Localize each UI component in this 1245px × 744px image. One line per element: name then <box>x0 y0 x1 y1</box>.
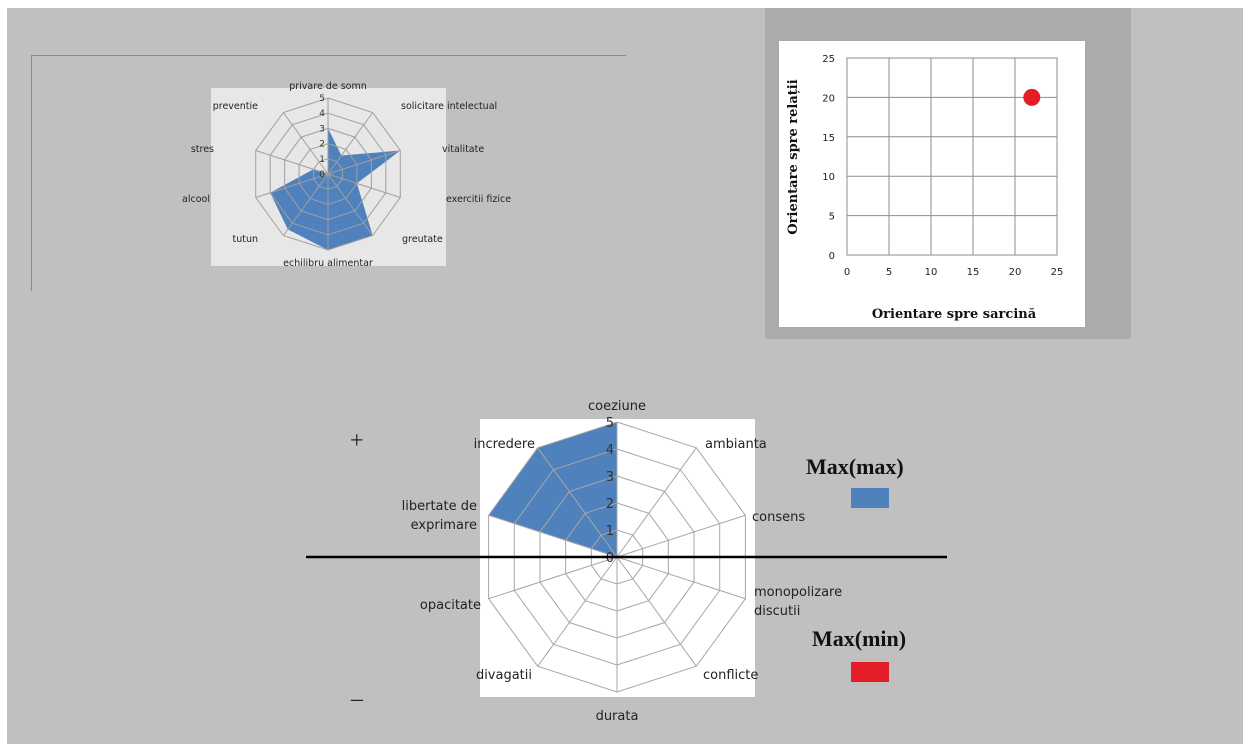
legend-min-label: Max(min) <box>812 626 907 651</box>
scatter-chart-plot-area <box>779 41 1085 327</box>
radar-chart-1-plot-area <box>211 88 446 266</box>
minus-symbol: – <box>351 686 363 712</box>
legend-max-swatch <box>851 488 889 508</box>
radar-chart-2-plot-area <box>480 419 755 697</box>
legend-min-swatch <box>851 662 889 682</box>
plus-symbol: + <box>350 428 364 454</box>
legend-max-label: Max(max) <box>806 454 904 479</box>
radar-chart-1-frame <box>31 55 626 291</box>
